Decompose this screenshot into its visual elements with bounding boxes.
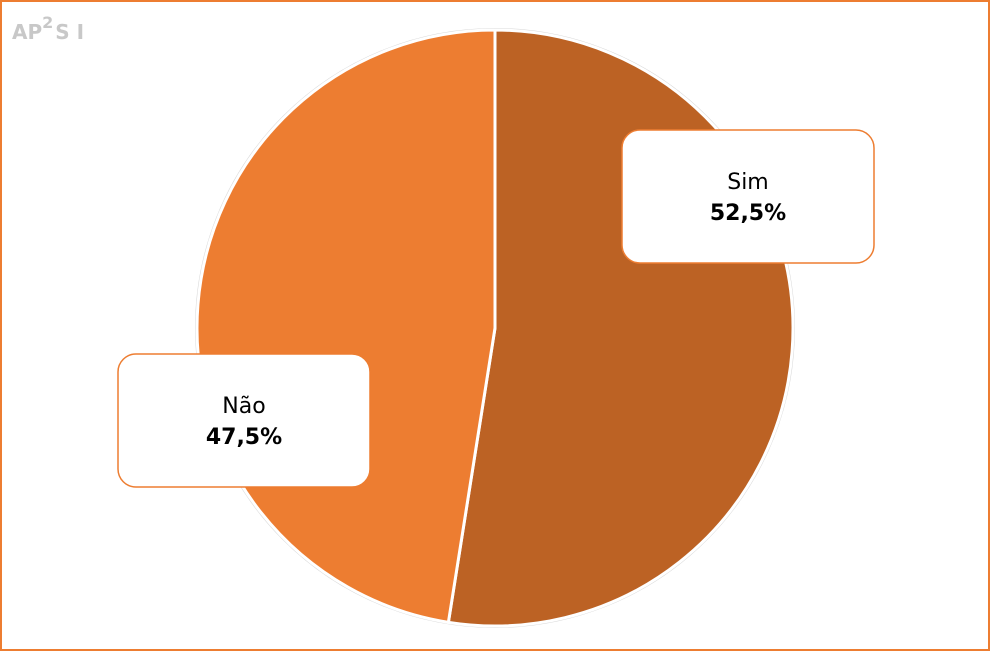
watermark-part: S I [55, 20, 84, 44]
watermark-part: AP [12, 20, 42, 44]
label-box [621, 129, 875, 264]
watermark-part: 2 [42, 13, 53, 32]
label-box [117, 353, 371, 488]
labels: Sim 52,5% Não 47,5% [117, 129, 875, 488]
slice-value: 47,5% [206, 425, 282, 450]
slice-value: 52,5% [710, 201, 786, 226]
slice-label: Não [222, 394, 265, 419]
watermark: AP2 S I [12, 13, 84, 44]
slice-label: Sim [727, 170, 769, 195]
slices [195, 28, 795, 628]
